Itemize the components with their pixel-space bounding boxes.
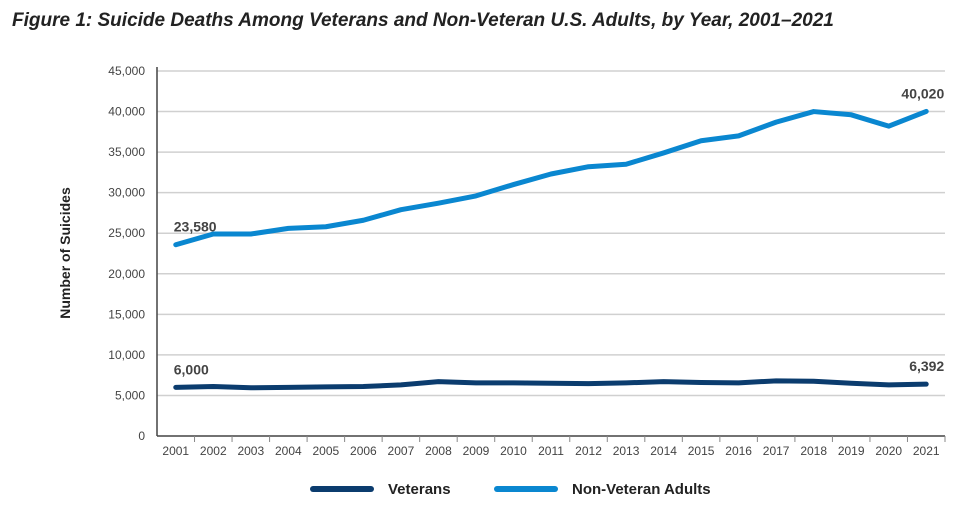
x-tick-label: 2010 bbox=[500, 444, 527, 458]
x-tick-label: 2003 bbox=[237, 444, 264, 458]
y-tick-label: 10,000 bbox=[108, 348, 145, 362]
x-tick-label: 2001 bbox=[162, 444, 189, 458]
x-tick-label: 2006 bbox=[350, 444, 377, 458]
x-tick-label: 2007 bbox=[388, 444, 415, 458]
x-tick-label: 2012 bbox=[575, 444, 602, 458]
x-tick-label: 2019 bbox=[838, 444, 865, 458]
legend-label: Non-Veteran Adults bbox=[572, 481, 711, 498]
data-label-first: 23,580 bbox=[174, 219, 217, 235]
x-tick-label: 2018 bbox=[800, 444, 827, 458]
chart-title: Figure 1: Suicide Deaths Among Veterans … bbox=[12, 10, 834, 31]
y-tick-label: 25,000 bbox=[108, 226, 145, 240]
y-axis-label: Number of Suicides bbox=[57, 187, 73, 319]
x-tick-label: 2008 bbox=[425, 444, 452, 458]
series-line-veterans bbox=[173, 378, 929, 391]
x-tick-label: 2013 bbox=[613, 444, 640, 458]
legend-label: Veterans bbox=[388, 481, 451, 498]
y-tick-label: 20,000 bbox=[108, 267, 145, 281]
y-tick-label: 0 bbox=[138, 429, 145, 443]
x-tick-label: 2004 bbox=[275, 444, 302, 458]
x-tick-label: 2015 bbox=[688, 444, 715, 458]
x-tick-label: 2005 bbox=[313, 444, 340, 458]
data-label-last: 40,020 bbox=[901, 85, 944, 101]
y-tick-label: 5,000 bbox=[115, 388, 145, 402]
y-tick-label: 45,000 bbox=[108, 64, 145, 78]
y-tick-label: 35,000 bbox=[108, 145, 145, 159]
series-line-non-veterans bbox=[173, 108, 929, 248]
x-tick-label: 2016 bbox=[725, 444, 752, 458]
x-tick-label: 2011 bbox=[538, 444, 564, 458]
x-tick-label: 2017 bbox=[763, 444, 790, 458]
data-label-first: 6,000 bbox=[174, 361, 209, 377]
x-tick-label: 2009 bbox=[463, 444, 490, 458]
y-tick-label: 30,000 bbox=[108, 186, 145, 200]
x-tick-label: 2020 bbox=[875, 444, 902, 458]
x-tick-label: 2014 bbox=[650, 444, 677, 458]
data-label-last: 6,392 bbox=[909, 358, 944, 374]
x-tick-label: 2002 bbox=[200, 444, 227, 458]
x-tick-label: 2021 bbox=[913, 444, 940, 458]
y-tick-label: 15,000 bbox=[108, 307, 145, 321]
y-tick-label: 40,000 bbox=[108, 105, 145, 119]
